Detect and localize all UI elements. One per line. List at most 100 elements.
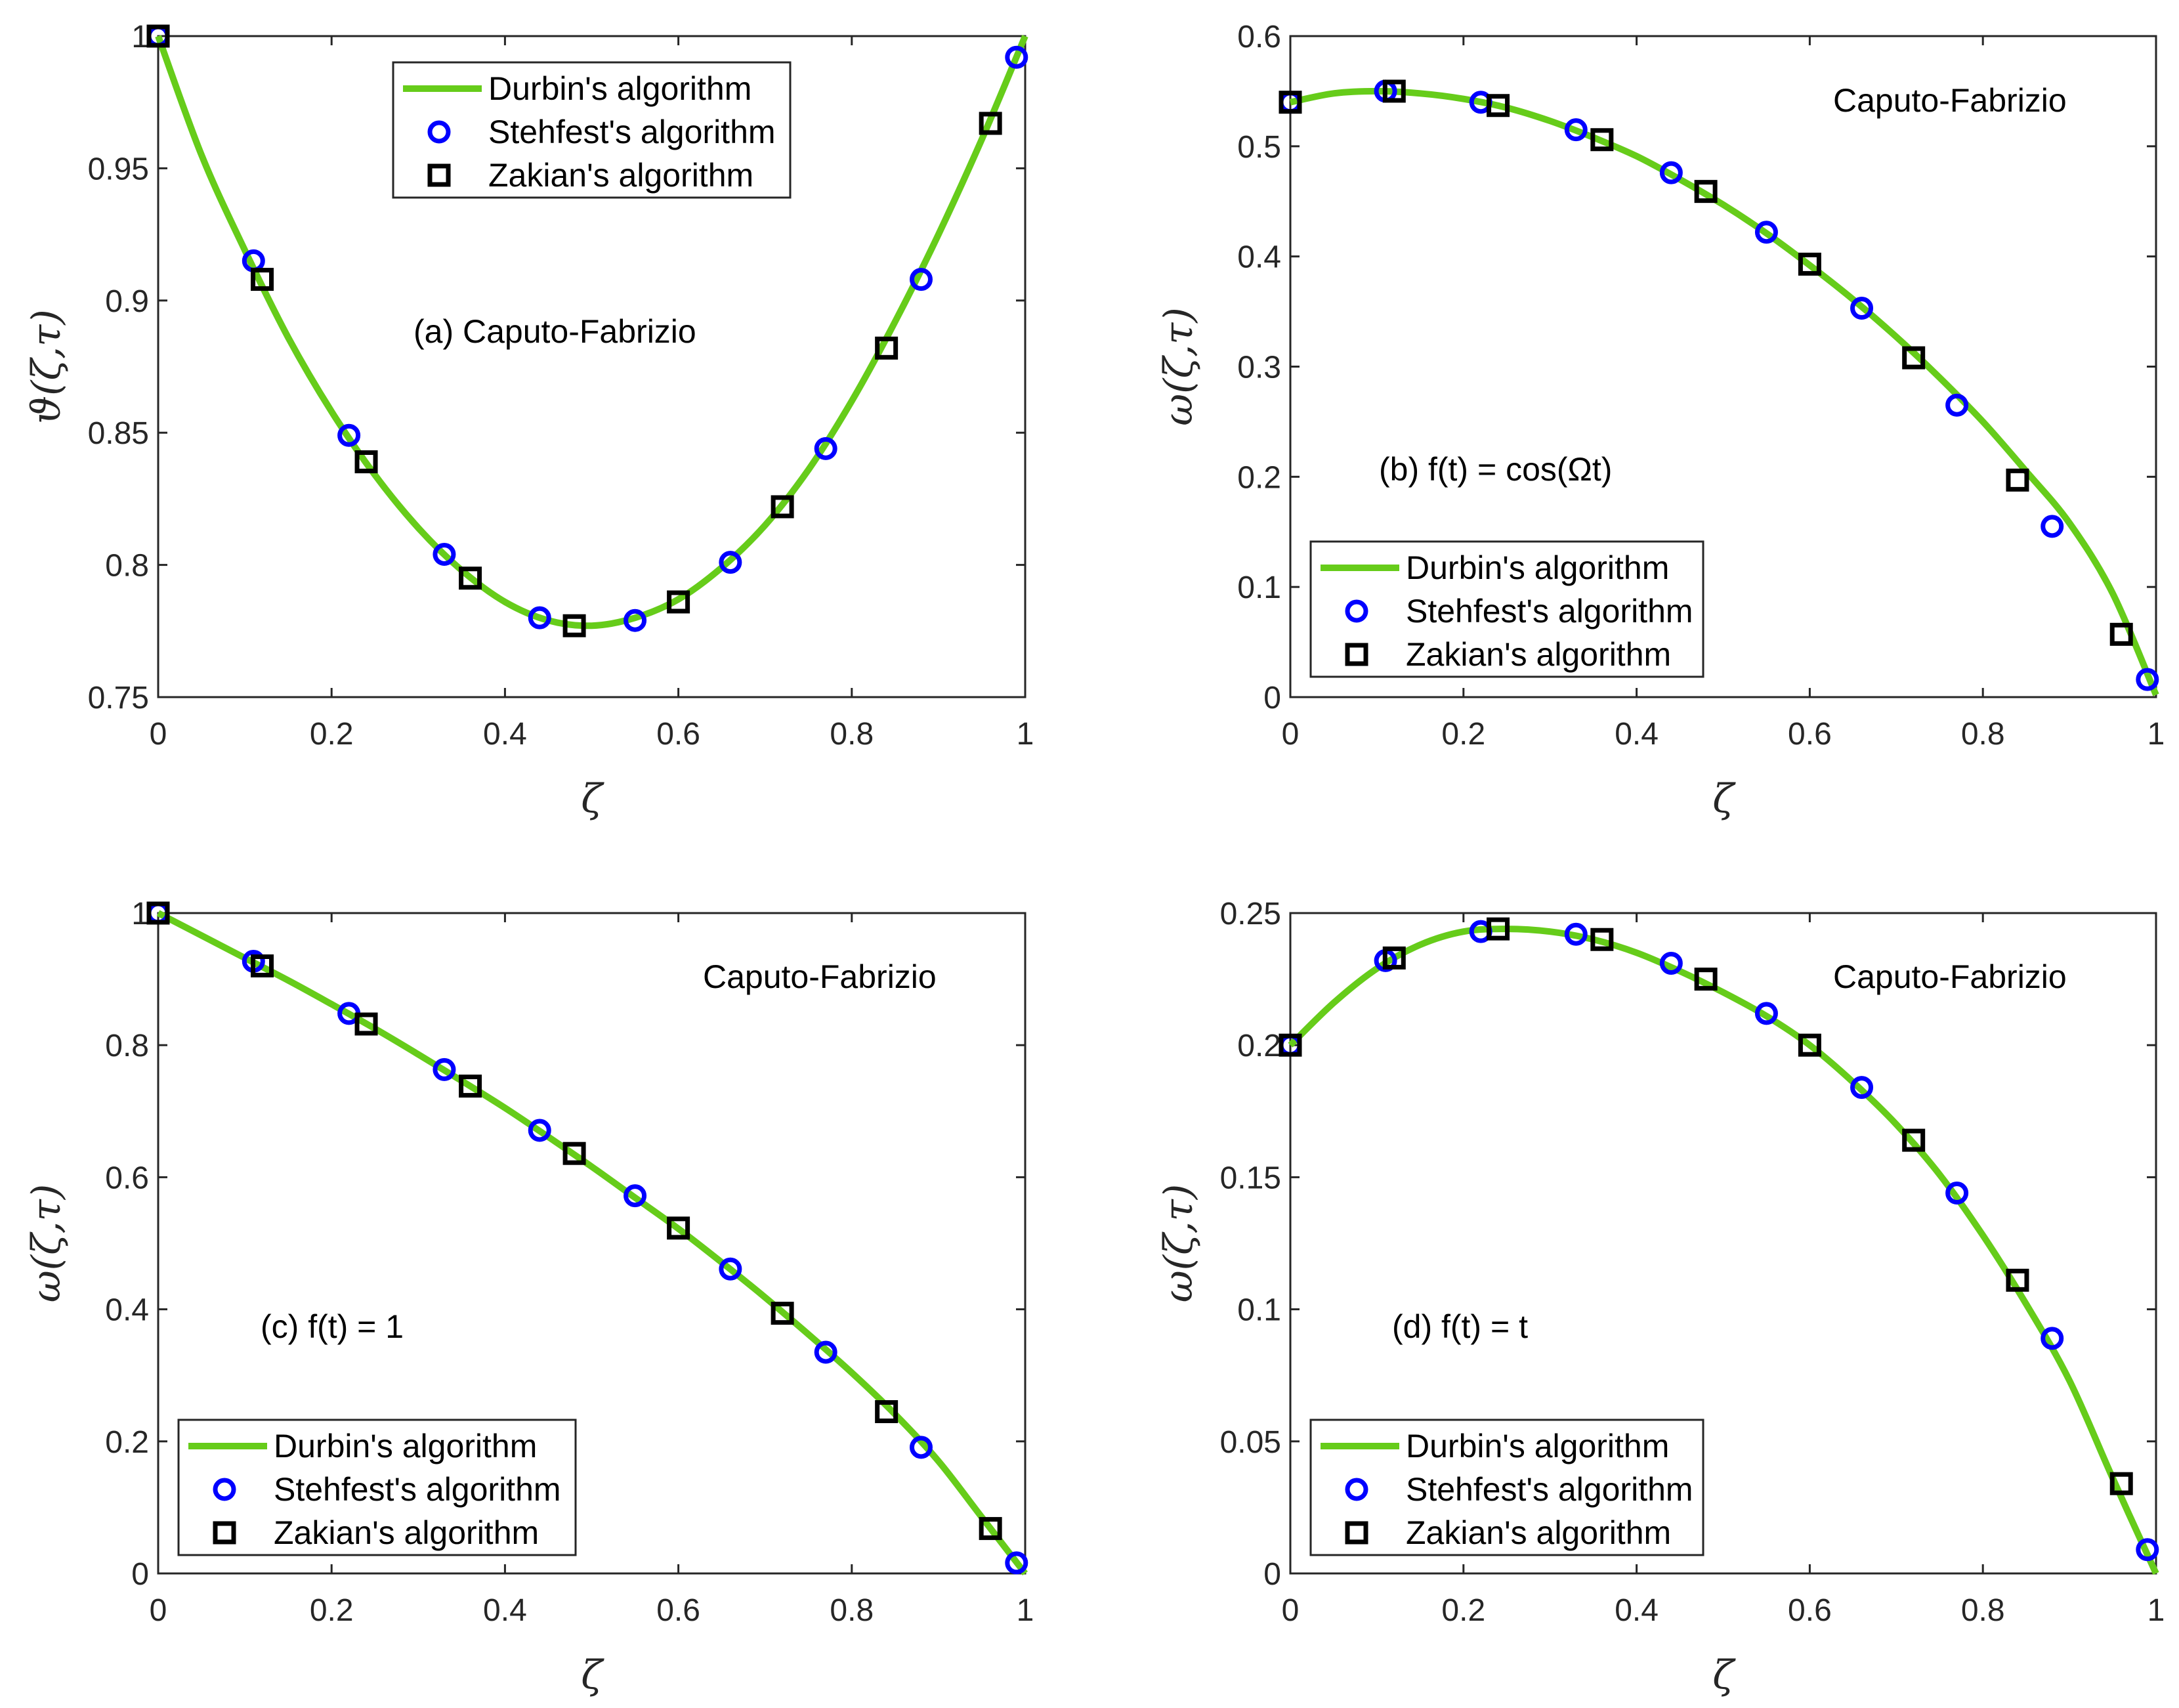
zakian-point [354, 1012, 378, 1036]
legend-square-icon [213, 1521, 236, 1545]
legend-label-durbin: Durbin's algorithm [488, 70, 751, 107]
zakian-point [251, 954, 274, 977]
x-tick-label: 0.6 [656, 1593, 700, 1628]
legend-label-durbin: Durbin's algorithm [274, 1428, 537, 1464]
x-tick-label: 0.4 [483, 717, 527, 752]
zakian-point [1279, 91, 1302, 114]
x-tick-label: 0.4 [483, 1593, 527, 1628]
x-tick-label: 0.2 [310, 1593, 354, 1628]
stehfest-point [1564, 922, 1588, 946]
stehfest-point [909, 268, 933, 291]
zakian-point [1590, 928, 1614, 951]
y-tick-label: 0 [131, 1557, 149, 1592]
y-tick-label: 0.25 [1220, 897, 1281, 931]
stehfest-point [1945, 1182, 1969, 1205]
stehfest-point [1850, 297, 1874, 320]
x-tick-label: 0.8 [830, 717, 874, 752]
zakian-point [979, 1517, 1002, 1541]
y-tick-label: 0.95 [88, 152, 149, 186]
y-axis-label: ω(ζ,τ) [1156, 1184, 1202, 1303]
x-tick-label: 0.2 [1441, 717, 1485, 752]
zakian-point [1487, 94, 1510, 117]
stehfest-point [2136, 668, 2159, 691]
zakian-point [2006, 1268, 2029, 1292]
zakian-point [459, 1075, 482, 1098]
zakian-point [667, 590, 690, 614]
legend-label-zakian: Zakian's algorithm [1406, 1514, 1671, 1551]
annotation: Caputo-Fabrizio [703, 958, 937, 995]
legend-label-zakian: Zakian's algorithm [1406, 636, 1671, 673]
legend-label-zakian: Zakian's algorithm [274, 1514, 539, 1551]
y-tick-label: 0.6 [1237, 20, 1281, 54]
stehfest-point [528, 1119, 551, 1142]
zakian-point [1487, 917, 1510, 941]
stehfest-point [1850, 1076, 1874, 1100]
zakian-point [2109, 622, 2133, 646]
zakian-point [354, 450, 378, 474]
legend-box [1309, 1419, 1704, 1556]
zakian-point [1590, 128, 1614, 152]
stehfest-point [1659, 951, 1683, 975]
y-axis-label: ω(ζ,τ) [1156, 307, 1202, 426]
x-tick-label: 1 [1017, 1593, 1034, 1628]
y-tick-label: 0.8 [105, 1029, 149, 1063]
y-tick-label: 0.1 [1237, 570, 1281, 605]
zakian-point [1279, 1033, 1302, 1057]
legend-circle-icon [427, 120, 451, 144]
zakian-point [146, 901, 170, 925]
y-tick-label: 0.2 [1237, 460, 1281, 495]
x-tick-label: 0 [150, 717, 167, 752]
x-axis-label: ζ [1712, 1652, 1736, 1698]
zakian-point [875, 1400, 899, 1424]
x-tick-label: 0.8 [1961, 717, 2005, 752]
annotation: (b) f(t) = cos(Ωt) [1379, 451, 1612, 488]
legend-label-durbin: Durbin's algorithm [1406, 549, 1669, 586]
y-tick-label: 1 [131, 897, 149, 931]
x-tick-label: 1 [2147, 717, 2165, 752]
zakian-point [459, 566, 482, 590]
legend: Durbin's algorithm Stehfest's algorithm Za… [1309, 540, 1704, 678]
stehfest-point [719, 1257, 742, 1281]
stehfest-point [1945, 393, 1969, 417]
stehfest-point [1005, 45, 1028, 69]
stehfest-point [1659, 161, 1683, 184]
legend-square-icon [427, 163, 451, 187]
annotation: (c) f(t) = 1 [261, 1308, 404, 1345]
x-tick-label: 1 [1017, 717, 1034, 752]
legend: Durbin's algorithm Stehfest's algorithm Za… [392, 61, 792, 199]
legend: Durbin's algorithm Stehfest's algorithm Za… [177, 1419, 577, 1556]
stehfest-point [814, 1340, 837, 1364]
zakian-point [979, 112, 1002, 135]
legend-box [392, 61, 792, 199]
y-tick-label: 0.75 [88, 681, 149, 715]
zakian-point [1798, 1033, 1821, 1057]
zakian-point [1382, 79, 1406, 103]
stehfest-point [2136, 1538, 2159, 1562]
x-tick-label: 0.2 [310, 717, 354, 752]
stehfest-point [433, 1057, 456, 1081]
zakian-point [1902, 1128, 1926, 1152]
stehfest-point [624, 1184, 647, 1208]
x-axis-label: ζ [581, 1652, 604, 1698]
legend-square-icon [1345, 1521, 1368, 1545]
stehfest-point [1754, 221, 1778, 244]
stehfest-point [2041, 515, 2064, 538]
zakian-point [562, 614, 586, 637]
x-tick-label: 0 [150, 1593, 167, 1628]
zakian-point [771, 495, 794, 519]
x-tick-label: 1 [2147, 1593, 2165, 1628]
annotation: (a) Caputo-Fabrizio [413, 313, 696, 350]
stehfest-point [1564, 118, 1588, 142]
zakian-point [251, 268, 274, 291]
y-tick-label: 0.05 [1220, 1425, 1281, 1460]
legend-label-zakian: Zakian's algorithm [488, 157, 753, 194]
y-tick-label: 0.5 [1237, 130, 1281, 165]
zakian-point [2006, 468, 2029, 492]
annotation: Caputo-Fabrizio [1833, 82, 2067, 119]
y-tick-label: 0.85 [88, 416, 149, 451]
legend-box [1309, 540, 1704, 678]
zakian-point [562, 1142, 586, 1165]
y-axis-label: ω(ζ,τ) [24, 1184, 70, 1303]
stehfest-point [2041, 1327, 2064, 1350]
x-tick-label: 0.8 [1961, 1593, 2005, 1628]
